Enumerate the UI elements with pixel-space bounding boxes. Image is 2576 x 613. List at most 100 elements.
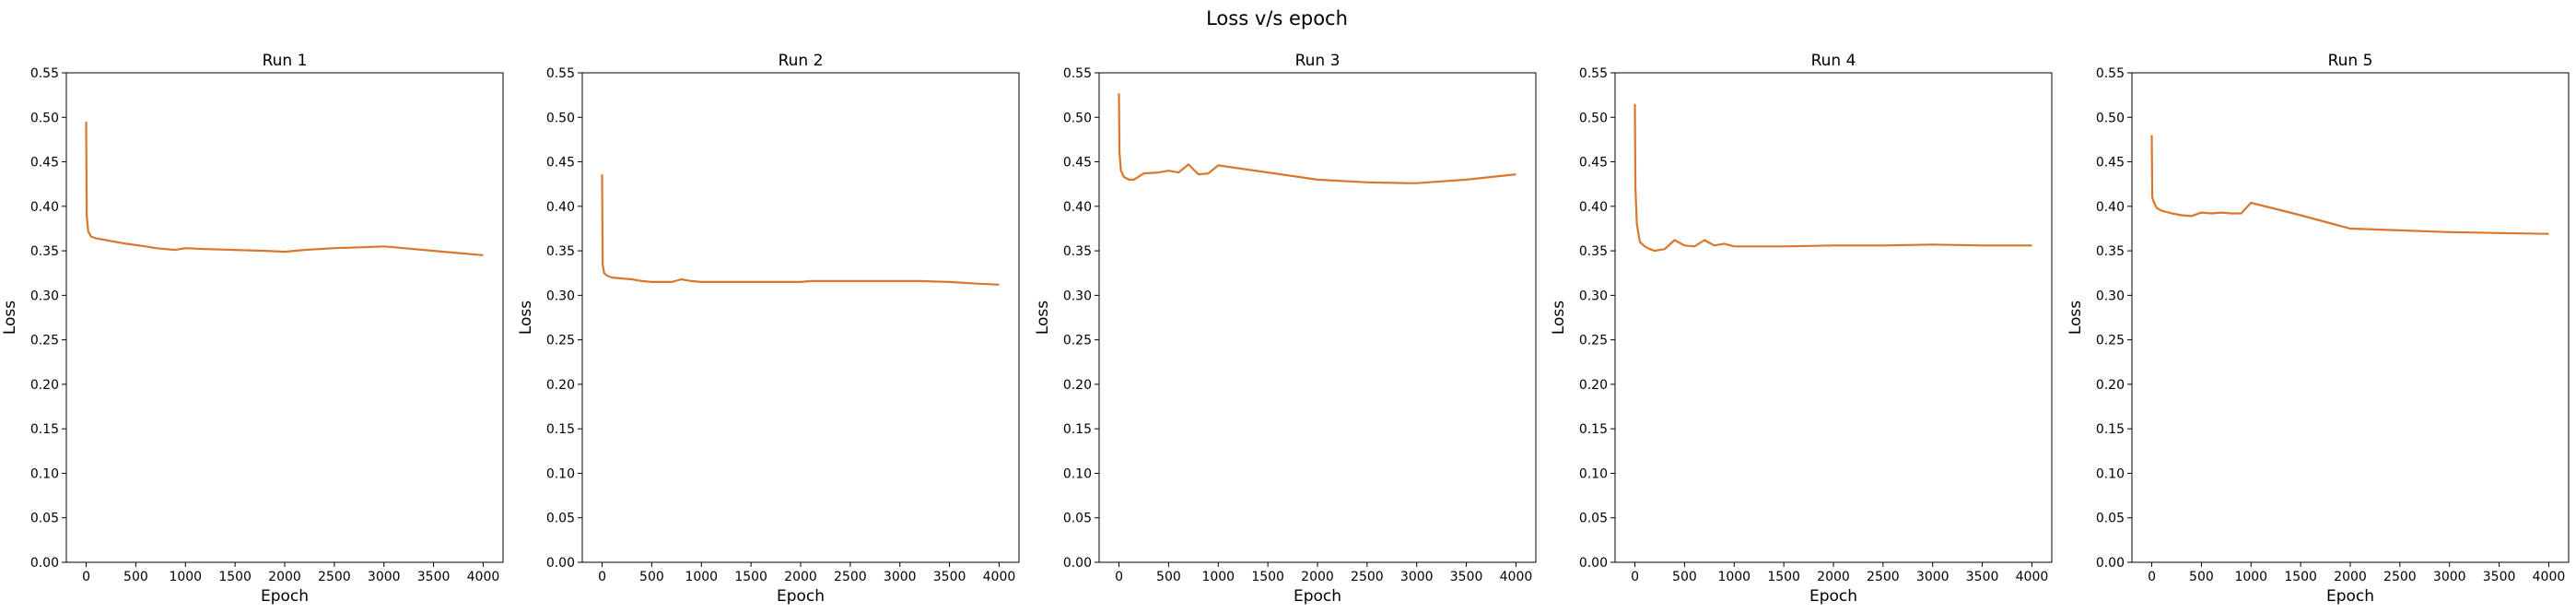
y-tick-label: 0.50 xyxy=(546,111,575,125)
subplot-title: Run 5 xyxy=(2328,52,2373,70)
subplot-title: Run 3 xyxy=(1295,52,1341,70)
y-tick-label: 0.25 xyxy=(1579,334,1608,348)
x-tick-label: 1000 xyxy=(2234,570,2267,584)
y-tick-label: 0.40 xyxy=(30,200,59,215)
figure-suptitle: Loss v/s epoch xyxy=(1206,7,1348,29)
y-tick-label: 0.45 xyxy=(30,156,59,171)
x-tick-label: 3000 xyxy=(368,570,401,584)
y-tick-label: 0.00 xyxy=(546,556,575,571)
loss-series-line xyxy=(1118,93,1516,184)
y-axis-label: Loss xyxy=(517,301,535,335)
y-tick-label: 0.50 xyxy=(1063,111,1092,125)
y-tick-label: 0.10 xyxy=(30,466,59,481)
x-tick-label: 2500 xyxy=(2383,570,2417,584)
x-tick-label: 3000 xyxy=(884,570,917,584)
x-tick-label: 3000 xyxy=(2433,570,2466,584)
y-tick-label: 0.45 xyxy=(1579,156,1608,171)
x-tick-label: 0 xyxy=(1631,570,1639,584)
x-tick-label: 3500 xyxy=(2483,570,2516,584)
loss-series-line xyxy=(1633,103,2032,253)
y-tick-label: 0.45 xyxy=(546,156,575,171)
y-tick-label: 0.05 xyxy=(1063,512,1092,526)
y-tick-label: 0.30 xyxy=(2096,289,2125,303)
axes-frame xyxy=(2131,72,2570,563)
x-tick-label: 3500 xyxy=(1966,570,1999,584)
y-tick-label: 0.30 xyxy=(1579,289,1608,303)
y-tick-label: 0.25 xyxy=(2096,334,2125,348)
y-tick-label: 0.15 xyxy=(546,422,575,437)
y-tick-label: 0.50 xyxy=(30,111,59,125)
y-tick-label: 0.50 xyxy=(2096,111,2125,125)
y-tick-label: 0.55 xyxy=(546,66,575,81)
subplot-panels: Run 1 0 500 1000 1500 2000 2500 3000 3500 4000 0.0… xyxy=(1,52,2570,606)
x-tick-label: 3500 xyxy=(933,570,966,584)
x-tick-label: 4000 xyxy=(467,570,500,584)
x-tick-label: 4000 xyxy=(1500,570,1533,584)
y-tick-label: 0.15 xyxy=(1579,422,1608,437)
axes-frame xyxy=(1098,72,1537,563)
y-tick-label: 0.20 xyxy=(546,378,575,393)
loss-series-line xyxy=(85,122,484,256)
y-tick-label: 0.20 xyxy=(1063,378,1092,393)
x-tick-label: 0 xyxy=(598,570,606,584)
axes-frame xyxy=(1614,72,2053,563)
x-axis-label: Epoch xyxy=(1294,587,1341,606)
y-tick-label: 0.05 xyxy=(546,512,575,526)
subplot-run-4: Run 4 0 500 1000 1500 2000 2500 3000 3500 4000 0.0… xyxy=(1550,52,2053,606)
y-tick-label: 0.35 xyxy=(1579,244,1608,259)
x-axis-label: Epoch xyxy=(1809,587,1857,606)
y-tick-label: 0.05 xyxy=(2096,512,2125,526)
x-tick-label: 4000 xyxy=(2533,570,2566,584)
subplot-run-2: Run 2 0 500 1000 1500 2000 2500 3000 3500 4000 0.0… xyxy=(517,52,1020,606)
y-tick-label: 0.55 xyxy=(30,66,59,81)
y-tick-label: 0.20 xyxy=(30,378,59,393)
y-axis-label: Loss xyxy=(1034,301,1052,335)
y-tick-label: 0.20 xyxy=(1579,378,1608,393)
loss-series-line xyxy=(601,174,1000,286)
subplot-run-3: Run 3 0 500 1000 1500 2000 2500 3000 3500 4000 0.0… xyxy=(1034,52,1537,606)
y-tick-label: 0.40 xyxy=(1579,200,1608,215)
x-tick-label: 500 xyxy=(639,570,664,584)
x-tick-label: 1500 xyxy=(1251,570,1284,584)
y-tick-label: 0.25 xyxy=(1063,334,1092,348)
y-tick-label: 0.00 xyxy=(1579,556,1608,571)
y-tick-label: 0.10 xyxy=(546,466,575,481)
y-tick-label: 0.40 xyxy=(1063,200,1092,215)
y-tick-label: 0.25 xyxy=(546,334,575,348)
axes-frame xyxy=(581,72,1020,563)
y-tick-label: 0.50 xyxy=(1579,111,1608,125)
subplot-title: Run 2 xyxy=(779,52,824,70)
x-tick-label: 1000 xyxy=(1717,570,1751,584)
x-tick-label: 2000 xyxy=(784,570,817,584)
x-axis-label: Epoch xyxy=(261,587,309,606)
y-tick-label: 0.15 xyxy=(1063,422,1092,437)
y-tick-label: 0.25 xyxy=(30,334,59,348)
y-tick-label: 0.10 xyxy=(2096,466,2125,481)
y-tick-label: 0.10 xyxy=(1063,466,1092,481)
x-tick-label: 500 xyxy=(1672,570,1697,584)
y-tick-label: 0.05 xyxy=(30,512,59,526)
y-tick-label: 0.15 xyxy=(2096,422,2125,437)
y-tick-label: 0.30 xyxy=(546,289,575,303)
x-tick-label: 4000 xyxy=(2016,570,2049,584)
x-tick-label: 0 xyxy=(82,570,90,584)
x-tick-label: 1500 xyxy=(1767,570,1800,584)
axes-frame xyxy=(65,72,504,563)
x-tick-label: 3000 xyxy=(1916,570,1950,584)
x-tick-label: 0 xyxy=(1115,570,1123,584)
subplot-title: Run 1 xyxy=(263,52,308,70)
loss-series-line xyxy=(2150,135,2549,235)
x-tick-label: 2500 xyxy=(834,570,867,584)
y-axis-label: Loss xyxy=(1,301,19,335)
x-tick-label: 2000 xyxy=(2334,570,2367,584)
y-tick-label: 0.30 xyxy=(30,289,59,303)
y-axis-label: Loss xyxy=(2067,301,2085,335)
x-tick-label: 1000 xyxy=(685,570,718,584)
x-tick-label: 500 xyxy=(2189,570,2214,584)
x-tick-label: 2500 xyxy=(1351,570,1384,584)
y-tick-label: 0.40 xyxy=(2096,200,2125,215)
y-tick-label: 0.55 xyxy=(2096,66,2125,81)
y-tick-label: 0.55 xyxy=(1063,66,1092,81)
y-tick-label: 0.45 xyxy=(2096,156,2125,171)
